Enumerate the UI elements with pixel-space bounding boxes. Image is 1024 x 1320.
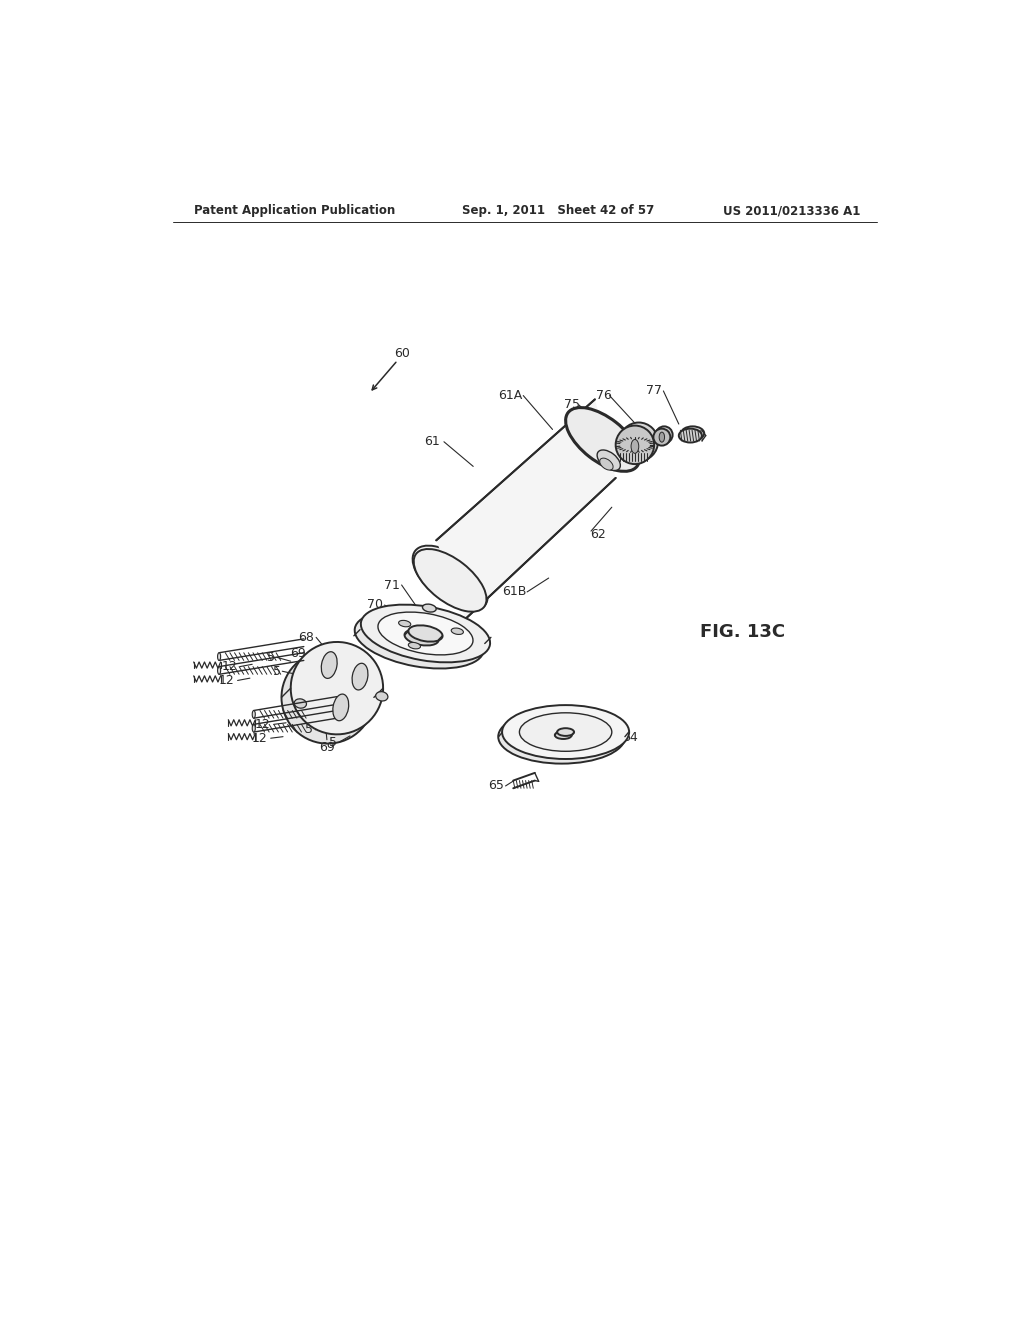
Ellipse shape [620, 422, 658, 461]
Ellipse shape [655, 426, 673, 444]
Ellipse shape [398, 620, 411, 627]
Text: 69: 69 [319, 741, 335, 754]
Text: 12: 12 [252, 731, 268, 744]
Ellipse shape [291, 642, 383, 734]
Ellipse shape [600, 458, 613, 470]
Text: 77: 77 [646, 384, 663, 397]
Text: 70: 70 [368, 598, 383, 611]
Ellipse shape [615, 425, 654, 465]
Text: 60: 60 [393, 347, 410, 360]
Ellipse shape [409, 643, 421, 649]
Ellipse shape [566, 408, 639, 471]
Text: Patent Application Publication: Patent Application Publication [195, 205, 395, 218]
Ellipse shape [376, 692, 388, 701]
Ellipse shape [323, 660, 335, 669]
Text: 61B: 61B [502, 585, 526, 598]
Ellipse shape [414, 549, 486, 611]
Ellipse shape [252, 725, 255, 733]
Ellipse shape [282, 651, 374, 743]
Ellipse shape [217, 653, 220, 660]
Ellipse shape [333, 694, 349, 721]
Ellipse shape [555, 731, 571, 739]
Ellipse shape [360, 605, 490, 663]
Text: 12: 12 [221, 660, 237, 673]
Text: 76: 76 [596, 389, 612, 403]
Text: 5: 5 [305, 723, 313, 737]
Ellipse shape [631, 440, 639, 453]
Ellipse shape [378, 612, 473, 655]
Polygon shape [436, 400, 615, 619]
Ellipse shape [423, 605, 436, 612]
Ellipse shape [352, 663, 368, 690]
Text: 5: 5 [267, 651, 275, 664]
Ellipse shape [502, 705, 629, 759]
Ellipse shape [452, 628, 464, 635]
Text: FIG. 13C: FIG. 13C [700, 623, 785, 642]
Text: 64: 64 [622, 731, 637, 744]
Ellipse shape [322, 652, 337, 678]
Ellipse shape [557, 729, 574, 737]
Ellipse shape [565, 407, 640, 471]
Ellipse shape [252, 710, 255, 718]
Ellipse shape [653, 429, 671, 446]
Ellipse shape [409, 626, 442, 642]
Text: 69: 69 [291, 647, 306, 660]
Text: 61: 61 [425, 436, 440, 449]
Ellipse shape [681, 426, 705, 441]
Ellipse shape [354, 611, 484, 668]
Ellipse shape [679, 429, 701, 442]
Ellipse shape [659, 432, 665, 442]
Text: 5: 5 [272, 665, 281, 677]
Ellipse shape [404, 630, 438, 645]
Ellipse shape [597, 450, 621, 470]
Ellipse shape [499, 710, 626, 763]
Text: 63: 63 [590, 710, 606, 723]
Text: 61A: 61A [498, 389, 522, 403]
Text: 68: 68 [298, 631, 314, 644]
Text: 65: 65 [488, 779, 504, 792]
Text: 12: 12 [255, 718, 271, 731]
Text: 75: 75 [564, 399, 580, 412]
Text: US 2011/0213336 A1: US 2011/0213336 A1 [724, 205, 861, 218]
Ellipse shape [217, 667, 220, 675]
Ellipse shape [294, 698, 306, 708]
Text: Sep. 1, 2011   Sheet 42 of 57: Sep. 1, 2011 Sheet 42 of 57 [462, 205, 654, 218]
Ellipse shape [413, 545, 487, 610]
Text: 12: 12 [219, 675, 234, 686]
Text: 62: 62 [590, 528, 606, 541]
Ellipse shape [519, 713, 611, 751]
Text: 5: 5 [329, 735, 337, 748]
Text: 71: 71 [384, 579, 400, 593]
